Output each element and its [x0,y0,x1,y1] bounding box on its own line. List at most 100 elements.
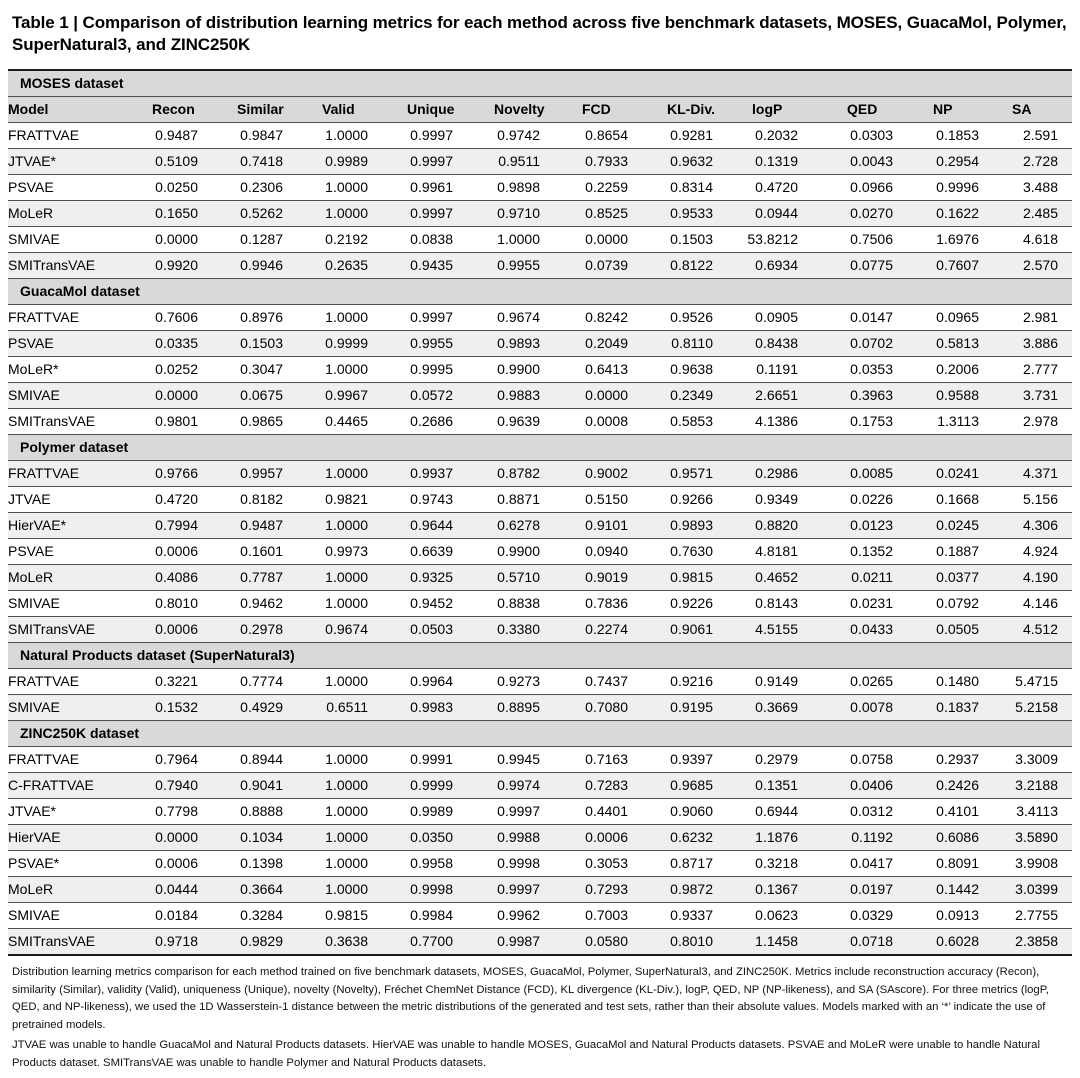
value-text: 0.9743 [410,491,453,507]
value-cell: 0.0739 [582,252,667,279]
value-cell: 0.9961 [407,174,494,201]
value-text: 0.8010 [155,595,198,611]
value-text: 0.7787 [240,569,283,585]
value-cell: 0.8438 [752,330,847,357]
value-cell: 0.4465 [322,408,407,435]
value-text: 0.0944 [755,205,798,221]
value-text: 0.1351 [755,777,798,793]
value-text: 0.4101 [936,803,979,819]
value-cell: 0.9872 [667,876,752,903]
value-text: 0.9337 [670,907,713,923]
value-text: 0.3284 [240,907,283,923]
value-text: 0.9984 [410,907,453,923]
column-header: KL-Div. [667,96,752,123]
value-cell: 2.6651 [752,382,847,409]
value-text: 0.7798 [155,803,198,819]
value-cell: 0.8182 [237,486,322,513]
value-text: 0.8122 [670,257,713,273]
value-text: 0.1853 [936,127,979,143]
value-text: 0.6232 [670,829,713,845]
value-cell: 0.2686 [407,408,494,435]
value-text: 0.0965 [936,309,979,325]
value-text: 0.9997 [410,153,453,169]
value-cell: 0.0000 [152,382,237,409]
value-cell: 0.1191 [752,356,847,383]
value-text: 3.488 [1022,179,1058,195]
value-text: 0.6086 [936,829,979,845]
value-cell: 0.9920 [152,252,237,279]
value-cell: 0.6413 [582,356,667,383]
model-cell: SMITransVAE [8,408,152,435]
value-text: 0.9974 [497,777,540,793]
value-cell: 2.485 [1012,200,1073,227]
value-text: 0.3963 [850,387,893,403]
value-cell: 0.7418 [237,148,322,175]
value-cell: 0.0303 [847,122,933,149]
value-text: 1.0000 [325,855,368,871]
value-text: 0.0000 [155,829,198,845]
value-text: 0.9002 [585,465,628,481]
table-row: PSVAE 0.0250 0.2306 1.0000 0.9961 0.9898 0.225… [8,174,1073,201]
value-text: 2.3858 [1015,933,1058,949]
model-cell: SMITransVAE [8,616,152,643]
value-text: 0.2426 [936,777,979,793]
value-text: 0.9989 [410,803,453,819]
table-row: SMIVAE 0.0184 0.3284 0.9815 0.9984 0.9962 0.70… [8,902,1073,929]
value-cell: 0.0353 [847,356,933,383]
value-text: 2.978 [1022,413,1058,429]
value-text: 0.9571 [670,465,713,481]
value-text: 0.7506 [850,231,893,247]
value-text: 0.9060 [670,803,713,819]
value-text: 0.0000 [155,387,198,403]
value-cell: 0.9991 [407,746,494,773]
value-cell: 0.7607 [933,252,1012,279]
column-header: NP [933,96,1012,123]
value-text: 5.2158 [1015,699,1058,715]
section-header-label: MOSES dataset [8,69,1073,97]
model-cell: PSVAE [8,538,152,565]
value-text: 0.1398 [240,855,283,871]
value-cell: 0.9997 [407,200,494,227]
value-cell: 0.2259 [582,174,667,201]
value-cell: 0.2306 [237,174,322,201]
value-cell: 0.9718 [152,928,237,955]
value-cell: 0.8010 [152,590,237,617]
value-cell: 0.9900 [494,538,582,565]
value-cell: 2.570 [1012,252,1073,279]
value-cell: 0.0966 [847,174,933,201]
model-cell: JTVAE* [8,798,152,825]
value-cell: 0.6028 [933,928,1012,955]
value-cell: 0.9002 [582,460,667,487]
value-cell: 0.9526 [667,304,752,331]
value-cell: 0.5109 [152,148,237,175]
value-cell: 0.9989 [322,148,407,175]
value-cell: 0.9281 [667,122,752,149]
value-text: 0.1319 [755,153,798,169]
value-cell: 0.8838 [494,590,582,617]
value-cell: 0.8010 [667,928,752,955]
value-cell: 0.1442 [933,876,1012,903]
value-text: 0.0775 [850,257,893,273]
value-text: 0.1191 [756,361,798,377]
value-cell: 3.488 [1012,174,1073,201]
value-text: 0.9962 [497,907,540,923]
value-text: 0.2937 [936,751,979,767]
value-cell: 0.9967 [322,382,407,409]
value-cell: 0.9397 [667,746,752,773]
value-text: 0.0006 [155,543,198,559]
value-cell: 0.9958 [407,850,494,877]
value-cell: 4.618 [1012,226,1073,253]
value-cell: 0.1398 [237,850,322,877]
value-text: 0.0353 [850,361,893,377]
value-cell: 0.1853 [933,122,1012,149]
value-text: 0.0350 [410,829,453,845]
value-cell: 0.9216 [667,668,752,695]
value-text: 0.6511 [326,699,368,715]
value-text: 0.8895 [497,699,540,715]
table-row: PSVAE 0.0006 0.1601 0.9973 0.6639 0.9900 0.094… [8,538,1073,565]
value-text: 4.5155 [755,621,798,637]
value-text: 0.9487 [155,127,198,143]
table-row: SMITransVAE 0.0006 0.2978 0.9674 0.0503 0.338… [8,616,1073,643]
value-text: 0.0792 [936,595,979,611]
value-cell: 0.9847 [237,122,322,149]
